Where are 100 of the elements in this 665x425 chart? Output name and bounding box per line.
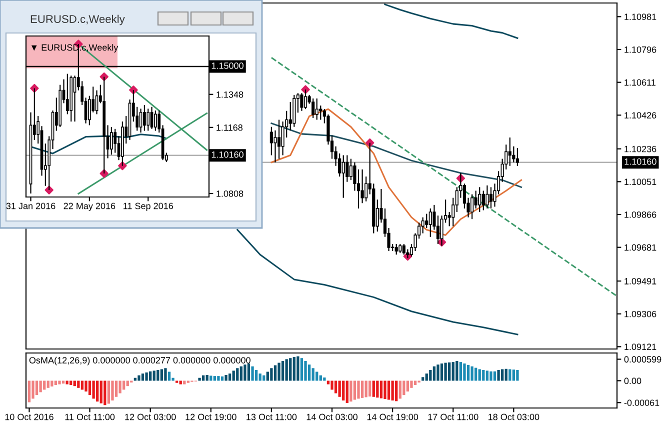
candlestick: [436, 215, 440, 245]
bar: [459, 362, 462, 381]
x-tick-label: 13 Oct 11:00: [246, 414, 297, 420]
x-tick-label: 18 Oct 03:00: [488, 414, 540, 420]
bar: [342, 380, 345, 400]
candlestick: [315, 98, 318, 120]
y-tick-label: 1.1348: [216, 91, 244, 98]
candlestick: [319, 105, 322, 120]
bar: [346, 380, 348, 403]
bar: [84, 380, 88, 392]
bar: [156, 370, 160, 381]
bar: [316, 372, 318, 381]
candlestick: [304, 89, 308, 110]
y-tick-label: 1.10426: [624, 112, 656, 118]
x-tick-label: 17 Oct 11:00: [428, 414, 478, 420]
x-tick-label: 11 Oct 11:00: [65, 414, 115, 420]
x-tick-label: 10 Oct 2016: [5, 414, 54, 420]
bar: [138, 375, 140, 381]
bar: [217, 376, 220, 381]
bar: [281, 360, 284, 381]
bar: [289, 358, 292, 381]
y-tick-label: 1.09306: [624, 310, 656, 318]
candlestick: [146, 108, 150, 132]
bar: [285, 359, 288, 381]
bar: [126, 380, 129, 386]
bar: [183, 380, 186, 384]
bar: [474, 368, 478, 381]
bar: [96, 380, 99, 402]
candlestick: [478, 186, 482, 213]
line-series: [384, 4, 518, 39]
bar: [323, 377, 326, 381]
bar: [104, 380, 106, 406]
bar: [179, 380, 182, 384]
bar: [436, 364, 440, 381]
bar: [292, 357, 296, 381]
ref-line-label: 1.10160: [212, 151, 244, 158]
bar: [114, 380, 118, 397]
y-tick-label: 0.000599: [624, 356, 662, 363]
candlestick: [154, 110, 157, 132]
bar: [236, 368, 239, 381]
candlestick: [288, 101, 292, 131]
candlestick: [110, 126, 113, 156]
bar: [66, 380, 68, 384]
bar: [251, 366, 254, 381]
bar: [486, 370, 489, 381]
y-tick-label: 0.00: [624, 378, 642, 384]
bar: [152, 370, 156, 381]
bar: [334, 380, 338, 394]
x-tick-label: 11 Sep 2016: [124, 202, 173, 211]
bar: [440, 363, 444, 381]
bar: [296, 356, 300, 381]
candlestick: [516, 148, 520, 166]
x-tick-label: 22 May 2016: [64, 202, 116, 211]
bar: [149, 371, 152, 381]
bar: [270, 368, 273, 381]
bar: [384, 380, 386, 400]
bar: [470, 366, 474, 381]
x-tick-label: 14 Oct 03:00: [306, 414, 358, 420]
line-series: [270, 108, 522, 236]
bar: [500, 369, 504, 381]
candlestick: [394, 243, 398, 256]
bar: [398, 380, 402, 399]
bar: [92, 380, 95, 399]
bar: [466, 364, 470, 381]
bar: [32, 380, 34, 399]
bar: [395, 380, 398, 402]
bar: [244, 364, 246, 381]
candlestick: [486, 184, 489, 210]
bar: [425, 374, 428, 381]
chart-title: EURUSD.c,Weekly: [30, 14, 125, 26]
candlestick: [402, 243, 406, 256]
bar: [224, 374, 228, 381]
candlestick: [474, 190, 478, 210]
bar: [312, 368, 314, 381]
chart-title: OsMA(12,26,9) 0.000000 0.000277 0.000000 0.000000: [29, 356, 250, 366]
x-tick-label: 12 Oct 19:00: [186, 414, 236, 420]
bar: [228, 374, 232, 381]
x-tick-label: 12 Oct 03:00: [125, 414, 176, 420]
y-tick-label: 1.10981: [624, 14, 656, 20]
bar: [516, 370, 519, 381]
bar: [58, 380, 61, 384]
candlestick: [421, 216, 424, 234]
candlestick: [274, 130, 277, 163]
bar: [232, 370, 235, 381]
y-tick-label: 1.10611: [624, 79, 656, 86]
bar: [88, 380, 92, 396]
bar: [387, 380, 390, 400]
bar: [43, 380, 46, 390]
bar: [198, 378, 201, 381]
line-series: [236, 229, 518, 336]
bar: [406, 380, 410, 392]
bar: [330, 380, 334, 390]
bar: [368, 380, 372, 397]
bar: [77, 380, 80, 388]
bar: [164, 368, 167, 381]
bar: [350, 380, 352, 402]
bar: [100, 380, 102, 404]
bar: [456, 360, 458, 381]
bar: [308, 364, 311, 381]
candlestick: [349, 158, 352, 181]
